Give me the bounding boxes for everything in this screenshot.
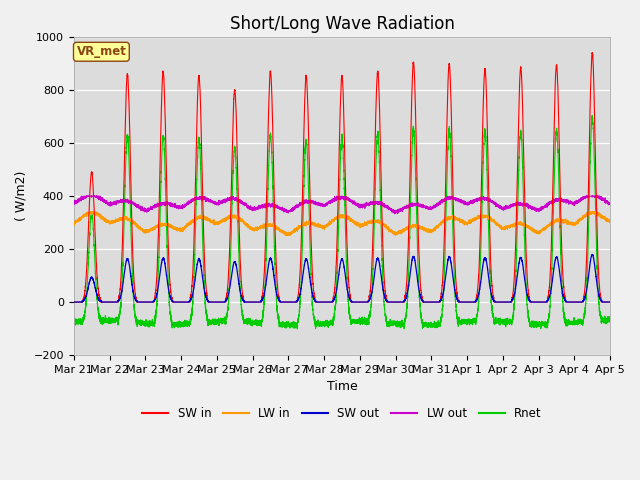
Y-axis label: ( W/m2): ( W/m2): [15, 171, 28, 221]
X-axis label: Time: Time: [326, 380, 357, 393]
Legend: SW in, LW in, SW out, LW out, Rnet: SW in, LW in, SW out, LW out, Rnet: [138, 402, 547, 425]
Text: VR_met: VR_met: [76, 45, 126, 58]
Title: Short/Long Wave Radiation: Short/Long Wave Radiation: [230, 15, 454, 33]
